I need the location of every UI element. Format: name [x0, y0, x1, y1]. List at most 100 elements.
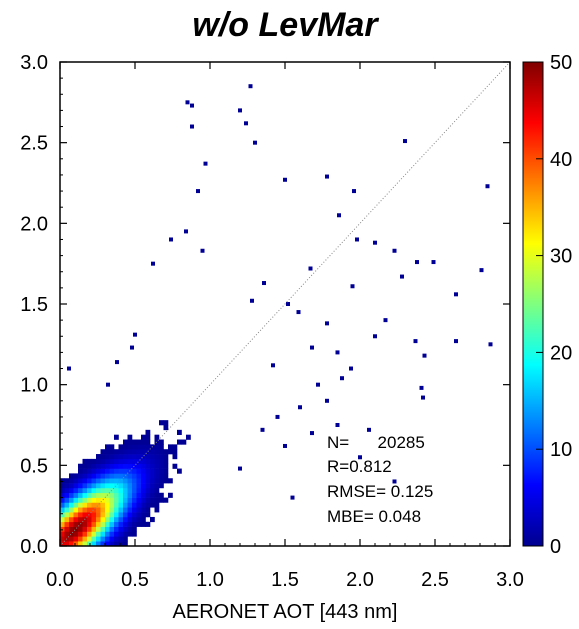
- density-cell: [69, 502, 74, 508]
- density-cell: [114, 521, 119, 527]
- density-cell: [136, 478, 142, 484]
- density-cell: [114, 468, 119, 474]
- density-cell: [114, 449, 119, 455]
- density-cell: [132, 483, 137, 489]
- density-cell: [60, 512, 65, 518]
- density-cell: [82, 468, 88, 474]
- density-cell: [141, 458, 146, 465]
- density-cell: [123, 439, 128, 445]
- density-cell: [127, 454, 133, 460]
- density-cell: [159, 444, 164, 450]
- density-cell: [168, 449, 173, 455]
- density-cell: [141, 478, 146, 484]
- density-cell: [123, 492, 128, 498]
- density-cell: [69, 487, 74, 494]
- y-tick-label: 0.5: [20, 455, 48, 477]
- scatter-point: [355, 237, 359, 242]
- scatter-point: [250, 298, 254, 303]
- density-cell: [87, 531, 92, 537]
- density-cell: [105, 487, 110, 494]
- scatter-point: [340, 376, 344, 381]
- density-cell: [96, 526, 101, 532]
- density-cell: [91, 478, 97, 484]
- density-cell: [91, 468, 97, 474]
- density-cell: [78, 536, 83, 542]
- density-cell: [109, 458, 115, 465]
- density-cell: [127, 507, 133, 513]
- scatter-point: [367, 427, 371, 432]
- density-cell: [123, 487, 128, 494]
- density-cell: [109, 463, 115, 469]
- chart-title: w/o LevMar: [192, 6, 378, 44]
- density-cell: [109, 521, 115, 527]
- density-cell: [87, 516, 92, 523]
- density-cell: [145, 502, 151, 508]
- density-cell: [96, 541, 101, 546]
- density-cell: [145, 449, 151, 455]
- density-cell: [78, 497, 83, 503]
- density-cell: [64, 492, 70, 498]
- density-cell: [118, 507, 124, 513]
- density-cell: [96, 473, 101, 479]
- density-cell: [177, 439, 182, 445]
- density-cell: [60, 531, 65, 537]
- density-cell: [127, 512, 133, 518]
- density-cell: [105, 444, 110, 450]
- density-cell: [168, 478, 173, 484]
- density-cell: [181, 439, 187, 445]
- density-cell: [123, 468, 128, 474]
- y-tick-label: 0.0: [20, 536, 48, 558]
- density-cell: [145, 444, 151, 450]
- density-cell: [132, 502, 137, 508]
- density-cell: [145, 478, 151, 484]
- density-cell: [145, 434, 151, 440]
- density-cell: [114, 516, 119, 523]
- density-cell: [123, 483, 128, 489]
- scatter-point: [485, 184, 490, 189]
- density-cell: [159, 492, 164, 498]
- scatter-point: [196, 189, 200, 194]
- density-cell: [141, 516, 146, 523]
- density-cell: [78, 483, 83, 489]
- density-cell: [114, 478, 119, 484]
- density-cell: [150, 468, 155, 474]
- density-cell: [100, 516, 106, 523]
- scatter-point: [151, 261, 155, 266]
- density-cell: [105, 512, 110, 518]
- stat-mbe: MBE= 0.048: [327, 507, 421, 526]
- density-cell: [96, 521, 101, 527]
- density-cell: [64, 483, 70, 489]
- density-cell: [69, 536, 74, 542]
- density-cell: [172, 449, 178, 455]
- density-cell: [154, 473, 160, 479]
- density-cell: [136, 454, 142, 460]
- density-cell: [145, 473, 151, 479]
- stat-rmse: RMSE= 0.125: [327, 482, 433, 501]
- density-cell: [141, 483, 146, 489]
- density-cell: [64, 507, 70, 513]
- density-cell: [159, 497, 164, 503]
- scatter-point: [335, 350, 340, 355]
- density-cell: [163, 473, 169, 479]
- density-cell: [100, 449, 106, 455]
- density-cell: [105, 521, 110, 527]
- density-cell: [109, 516, 115, 523]
- x-tick-label: 0.0: [46, 569, 74, 591]
- density-cell: [154, 449, 160, 455]
- density-cell: [132, 516, 137, 523]
- density-cell: [141, 434, 146, 440]
- density-cell: [78, 502, 83, 508]
- colorbar: [522, 61, 544, 547]
- density-cell: [150, 458, 155, 465]
- stat-r: R=0.812: [327, 457, 392, 476]
- scatter-point: [203, 161, 208, 166]
- density-cell: [82, 541, 88, 546]
- density-cell: [100, 463, 106, 469]
- density-cell: [87, 483, 92, 489]
- density-cell: [172, 463, 178, 469]
- density-cell: [163, 463, 169, 469]
- density-cell: [105, 458, 110, 465]
- density-cell: [64, 521, 70, 527]
- density-cell: [127, 521, 133, 527]
